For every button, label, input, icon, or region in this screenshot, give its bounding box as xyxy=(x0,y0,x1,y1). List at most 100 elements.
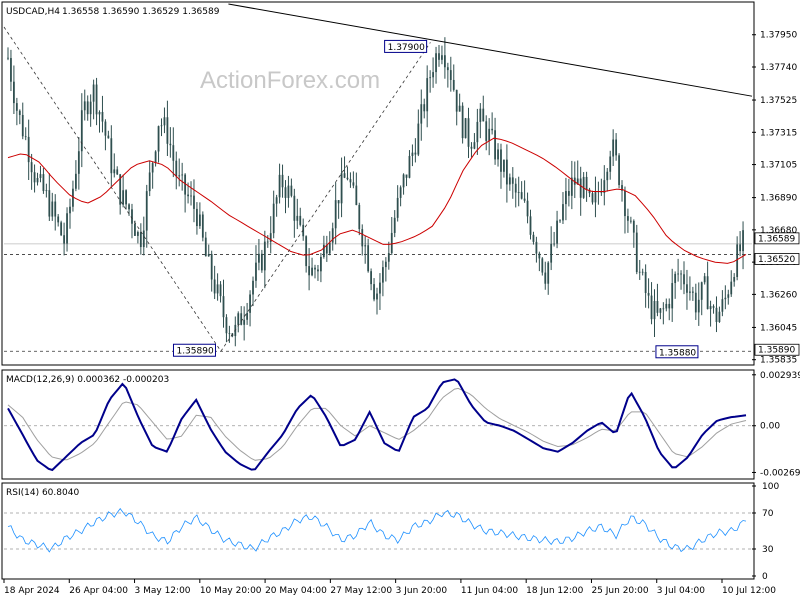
candle-body xyxy=(426,78,429,112)
candle-body xyxy=(449,70,452,80)
candle-body xyxy=(733,277,736,282)
candle-body xyxy=(452,79,455,90)
candle-body xyxy=(382,267,384,283)
candle-body xyxy=(668,303,671,309)
candle-body xyxy=(15,103,18,111)
candle-body xyxy=(193,195,195,209)
time-tick-label: 18 Jun 12:00 xyxy=(526,586,583,596)
candle-body xyxy=(364,245,367,247)
candle-body xyxy=(27,136,30,163)
candle-body xyxy=(196,208,198,227)
candle-body xyxy=(163,117,166,126)
candle-body xyxy=(464,118,467,139)
candle-body xyxy=(101,111,104,122)
candle-body xyxy=(355,185,358,206)
candle-body xyxy=(559,220,561,222)
candle-body xyxy=(438,53,440,60)
time-tick-label: 26 Apr 04:00 xyxy=(69,586,128,596)
price-tick-label: 1.35835 xyxy=(760,356,797,366)
candle-body xyxy=(95,84,98,115)
candle-body xyxy=(591,193,594,203)
candle-body xyxy=(240,313,243,325)
candle-body xyxy=(24,136,27,138)
candle-body xyxy=(228,333,231,335)
candle-body xyxy=(128,204,130,210)
rsi-tick-label: 70 xyxy=(762,509,774,519)
ema-line xyxy=(7,137,747,264)
candle-body xyxy=(157,126,160,152)
candle-body xyxy=(284,187,287,198)
candle-body xyxy=(588,189,591,194)
candle-body xyxy=(473,142,476,149)
price-tick-label: 1.37950 xyxy=(760,31,797,41)
candle-body xyxy=(45,190,48,192)
candle-body xyxy=(632,220,635,233)
candle-body xyxy=(535,241,538,254)
candle-body xyxy=(511,177,514,184)
candle-body xyxy=(556,220,558,244)
time-axis: 18 Apr 2024 26 Apr 04:00 3 May 12:00 10 May… xyxy=(3,579,776,596)
candle-body xyxy=(627,216,629,221)
candle-body xyxy=(517,192,520,193)
candle-body xyxy=(311,267,313,276)
candle-body xyxy=(718,311,721,323)
candle-body xyxy=(219,284,222,297)
candle-body xyxy=(514,183,517,193)
candle-body xyxy=(184,174,187,195)
candle-body xyxy=(51,201,54,217)
candle-body xyxy=(266,241,269,243)
candle-body xyxy=(697,299,700,313)
candle-body xyxy=(30,162,33,173)
macd-tick-label: -0.002696 xyxy=(760,468,800,478)
macd-tick-label: 0.00 xyxy=(760,422,780,432)
price-callout-box xyxy=(172,343,216,357)
price-tick-label: 1.37105 xyxy=(760,161,797,171)
candle-body xyxy=(497,149,499,160)
candle-body xyxy=(66,213,68,244)
candle-body xyxy=(178,175,181,177)
candle-body xyxy=(122,190,125,205)
candle-body xyxy=(674,273,677,284)
price-tick-label: 1.36680 xyxy=(760,226,797,236)
candle-body xyxy=(420,104,423,124)
candle-body xyxy=(187,194,189,197)
candle-body xyxy=(21,114,24,137)
candle-body xyxy=(423,104,426,112)
right-price-box xyxy=(754,343,800,356)
candle-body xyxy=(523,198,526,201)
candle-body xyxy=(225,317,228,334)
time-tick-label: 27 May 12:00 xyxy=(330,586,392,596)
candle-body xyxy=(609,156,612,172)
candle-body xyxy=(508,177,511,185)
candle-body xyxy=(677,273,680,275)
candle-body xyxy=(715,307,718,323)
time-tick-label: 25 Jun 20:00 xyxy=(591,586,648,596)
candle-body xyxy=(142,230,145,248)
candle-body xyxy=(160,125,163,127)
candle-body xyxy=(63,235,65,244)
candle-body xyxy=(317,269,319,272)
candle-body xyxy=(116,169,119,175)
time-tick-label: 3 May 12:00 xyxy=(135,586,191,596)
candle-body xyxy=(299,215,302,225)
candle-body xyxy=(328,242,331,254)
candle-body xyxy=(644,271,647,293)
candle-body xyxy=(730,281,733,295)
symbol-label: USDCAD,H4 xyxy=(6,7,60,17)
candle-body xyxy=(538,253,541,259)
candle-body xyxy=(656,300,659,313)
candle-body xyxy=(435,53,437,73)
candle-body xyxy=(618,155,620,186)
candle-body xyxy=(402,174,405,188)
candle-body xyxy=(390,232,393,254)
candle-body xyxy=(107,135,110,139)
candle-body xyxy=(325,244,328,254)
candle-body xyxy=(287,185,290,198)
price-tick-label: 1.37315 xyxy=(760,128,797,138)
candle-body xyxy=(570,177,573,196)
candle-body xyxy=(213,279,216,294)
price-tick-label: 1.37740 xyxy=(760,63,797,73)
candle-body xyxy=(653,300,656,320)
